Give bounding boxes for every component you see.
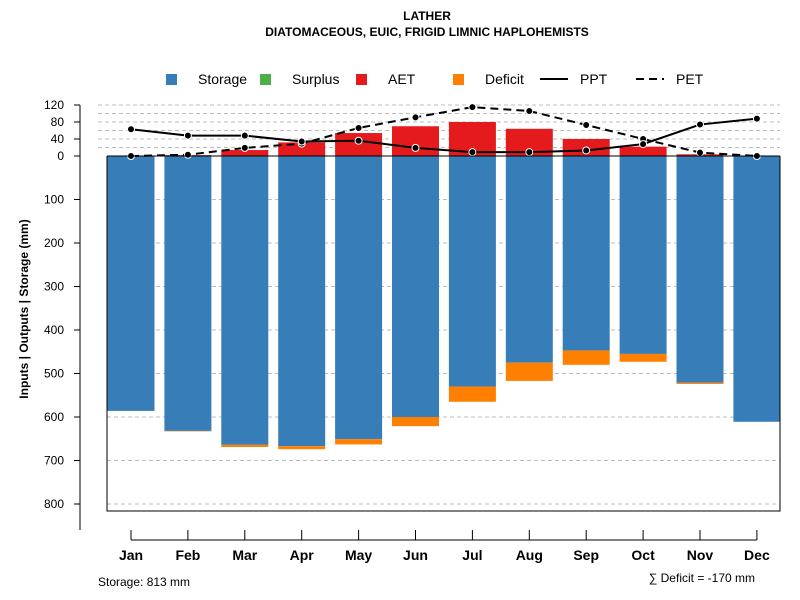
y-tick-label: 120 (44, 98, 64, 112)
storage-bar (676, 156, 724, 383)
bars (107, 122, 781, 450)
pet-point (183, 150, 192, 159)
x-tick-label: Feb (175, 547, 200, 563)
axes: 0 40 80 120 100 200 300 400 500 600 700 800 Jan Feb Ma… (44, 98, 781, 563)
deficit-bar (392, 417, 439, 427)
ppt-point (411, 143, 420, 152)
ppt-point (582, 146, 591, 155)
storage-bar (619, 156, 667, 354)
ppt-point (468, 148, 477, 157)
y-tick-label: 700 (44, 454, 64, 468)
storage-bar (221, 156, 269, 445)
x-tick-label: Nov (687, 547, 714, 563)
legend-swatch-aet (356, 74, 367, 85)
x-tick-label: Dec (744, 547, 770, 563)
legend-label-deficit: Deficit (485, 71, 524, 87)
storage-bar (392, 156, 439, 417)
storage-bar (733, 156, 781, 422)
x-tick-label: Jan (119, 547, 143, 563)
ppt-line (130, 117, 758, 154)
legend-label-storage: Storage (198, 71, 247, 87)
deficit-total-label: ∑ Deficit = -170 mm (649, 571, 755, 585)
chart-subtitle: DIATOMACEOUS, EUIC, FRIGID LIMNIC HAPLOH… (265, 25, 589, 39)
storage-bar (335, 156, 383, 440)
ppt-point (525, 148, 534, 157)
storage-total-label: Storage: 813 mm (98, 575, 190, 589)
pet-point (696, 148, 704, 157)
x-tick-label: Sep (573, 547, 599, 563)
storage-bar (505, 156, 553, 363)
deficit-bar (619, 353, 667, 362)
pet-point (525, 106, 534, 115)
y-tick-label: 300 (44, 280, 64, 294)
pet-point (582, 120, 591, 129)
deficit-bar (676, 382, 724, 384)
pet-point (354, 123, 363, 132)
pet-point (468, 103, 477, 112)
chart-title: LATHER (403, 9, 451, 23)
y-tick-label: 600 (44, 410, 64, 424)
y-tick-label: 500 (44, 367, 64, 381)
pet-point (411, 113, 420, 122)
deficit-bar (221, 444, 269, 448)
x-tick-label: Jul (462, 547, 482, 563)
pet-point (240, 143, 249, 152)
x-tick-label: Apr (290, 547, 315, 563)
storage-bar (278, 156, 326, 447)
deficit-bar (278, 446, 326, 450)
legend-label-surplus: Surplus (292, 71, 339, 87)
plot-frame (106, 156, 781, 512)
y-axis-label: Inputs | Outputs | Storage (mm) (17, 219, 31, 398)
aet-bar (278, 142, 326, 156)
deficit-bar (448, 386, 496, 402)
ppt-point (354, 136, 363, 145)
ppt-point (183, 131, 192, 140)
aet-bar (619, 146, 667, 156)
y-tick-label: 400 (44, 323, 64, 337)
x-tick-label: Oct (631, 547, 655, 563)
ppt-point (696, 120, 704, 129)
y-tick-label: 40 (51, 132, 65, 146)
deficit-bar (562, 350, 610, 365)
pet-line (130, 106, 757, 157)
storage-bar (562, 156, 610, 351)
x-tick-label: Jun (403, 547, 428, 563)
legend-swatch-surplus (260, 74, 271, 85)
aet-bar (221, 150, 269, 156)
y-tick-label: 200 (44, 236, 64, 250)
x-tick-label: Mar (232, 547, 257, 563)
y-tick-label: 100 (44, 193, 64, 207)
y-tick-label: 80 (51, 115, 65, 129)
deficit-bar (335, 439, 383, 445)
storage-bar (164, 156, 212, 431)
ppt-point (752, 114, 761, 123)
ppt-point (127, 125, 135, 134)
legend-label-ppt: PPT (580, 71, 608, 87)
deficit-bar (505, 362, 553, 381)
legend: Storage Surplus AET Deficit PPT PET (166, 71, 704, 87)
x-tick-label: Aug (516, 547, 543, 563)
gridlines (98, 104, 780, 505)
ppt-point (240, 131, 249, 140)
ppt-point (639, 140, 648, 149)
storage-bar (448, 156, 496, 387)
legend-label-pet: PET (676, 71, 704, 87)
y-tick-label: 0 (57, 149, 64, 163)
legend-swatch-storage (166, 74, 177, 85)
y-tick-label: 800 (44, 497, 64, 511)
ppt-point (297, 137, 306, 146)
legend-swatch-deficit (453, 74, 464, 85)
series-lines (127, 103, 761, 160)
x-tick-label: May (345, 547, 372, 563)
legend-label-aet: AET (388, 71, 416, 87)
storage-bar (107, 156, 155, 411)
